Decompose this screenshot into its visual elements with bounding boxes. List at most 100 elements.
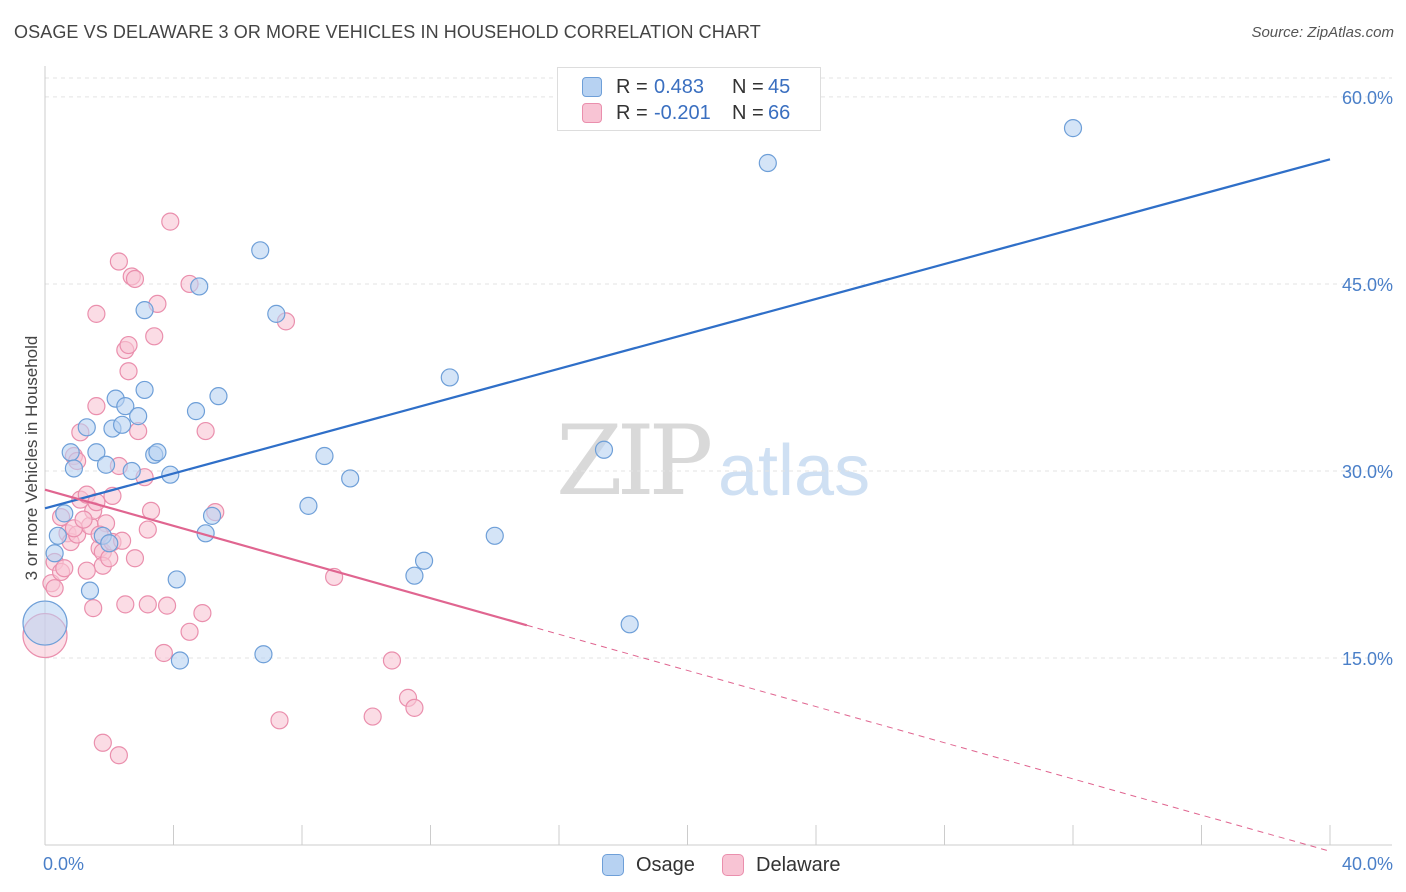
- osage-point: [116, 397, 135, 416]
- source-label: Source: ZipAtlas.com: [1251, 24, 1394, 41]
- delaware-n-label: N =: [732, 101, 764, 124]
- delaware-point: [109, 252, 128, 271]
- delaware-point: [55, 559, 74, 578]
- osage-point: [100, 534, 119, 553]
- osage-point: [64, 459, 84, 478]
- delaware-point: [116, 595, 135, 614]
- correlation-legend: R = 0.483 N = 45 R = -0.201 N = 66: [557, 67, 821, 131]
- osage-point: [758, 153, 777, 173]
- osage-point: [267, 304, 286, 323]
- delaware-point: [405, 698, 424, 717]
- watermark-zip: ZIP: [556, 405, 713, 517]
- osage-point: [129, 407, 148, 426]
- osage-point: [148, 443, 167, 462]
- osage-points: [22, 105, 1083, 670]
- osage-n-value: 45: [768, 75, 791, 98]
- osage-point: [440, 368, 459, 387]
- osage-point: [299, 496, 318, 515]
- osage-point: [170, 651, 190, 670]
- bottom-legend-osage: Osage: [602, 852, 695, 878]
- grid-lines: [45, 77, 1392, 659]
- osage-r-value: 0.483: [654, 75, 705, 98]
- y-tick-label: 45.0%: [1342, 275, 1393, 295]
- delaware-n-value: 66: [768, 101, 791, 124]
- delaware-point: [180, 622, 199, 641]
- legend-row-delaware: R = -0.201 N = 66: [582, 100, 790, 126]
- bottom-delaware-swatch: [722, 854, 744, 876]
- delaware-point: [87, 397, 106, 416]
- osage-point: [96, 455, 116, 474]
- x-tick-label-min: 0.0%: [43, 854, 84, 874]
- delaware-point: [125, 269, 145, 289]
- bottom-legend-delaware: Delaware: [722, 852, 840, 878]
- osage-point: [485, 526, 504, 545]
- osage-point: [186, 402, 206, 421]
- axis-labels: 15.0% 30.0% 45.0% 60.0% 0.0% 40.0% 3 or more V…: [22, 88, 1393, 874]
- delaware-point: [74, 510, 93, 529]
- osage-point: [77, 418, 96, 437]
- delaware-point: [125, 549, 145, 568]
- y-tick-label: 30.0%: [1342, 462, 1393, 482]
- y-tick-label: 15.0%: [1342, 649, 1393, 669]
- delaware-point: [119, 362, 138, 381]
- osage-point: [315, 446, 334, 466]
- osage-point: [122, 461, 141, 481]
- trend-lines: [44, 158, 1331, 852]
- axes: [44, 66, 1392, 846]
- osage-swatch: [582, 77, 602, 97]
- osage-trend-line: [44, 158, 1331, 510]
- delaware-point: [363, 707, 382, 726]
- y-tick-label: 60.0%: [1342, 88, 1393, 108]
- delaware-point: [109, 746, 128, 765]
- delaware-r-label: R =: [616, 101, 648, 124]
- delaware-point: [382, 651, 402, 670]
- y-axis-title: 3 or more Vehicles in Household: [22, 336, 41, 581]
- osage-point: [620, 615, 639, 634]
- delaware-point: [138, 520, 157, 539]
- x-tick-label-max: 40.0%: [1342, 854, 1393, 874]
- osage-point: [209, 387, 228, 406]
- delaware-point: [196, 421, 215, 441]
- delaware-trend-line: [44, 488, 528, 627]
- chart-title: OSAGE VS DELAWARE 3 OR MORE VEHICLES IN …: [14, 22, 761, 42]
- legend-row-osage: R = 0.483 N = 45: [582, 74, 790, 100]
- osage-point: [254, 645, 273, 664]
- delaware-point: [119, 335, 138, 355]
- delaware-point: [84, 599, 103, 618]
- osage-r-label: R =: [616, 75, 648, 98]
- osage-point: [405, 566, 424, 585]
- delaware-point: [138, 595, 157, 614]
- delaware-point: [154, 643, 173, 663]
- osage-point: [1063, 119, 1083, 138]
- bottom-osage-label: Osage: [636, 853, 695, 876]
- osage-point: [135, 301, 154, 320]
- osage-point: [45, 544, 64, 563]
- osage-point: [61, 443, 80, 462]
- delaware-point: [193, 603, 212, 623]
- delaware-trend-extension: [526, 624, 1331, 852]
- osage-point: [167, 570, 186, 589]
- osage-point: [202, 506, 222, 525]
- osage-point: [251, 241, 270, 260]
- osage-n-label: N =: [732, 75, 764, 98]
- osage-point: [112, 415, 132, 434]
- osage-point: [87, 443, 106, 462]
- delaware-points: [22, 212, 424, 765]
- osage-point: [190, 277, 209, 296]
- bottom-osage-swatch: [602, 854, 624, 876]
- bottom-delaware-label: Delaware: [756, 853, 841, 876]
- delaware-point: [157, 596, 177, 615]
- osage-point: [135, 380, 154, 400]
- osage-point: [55, 504, 74, 523]
- delaware-point: [93, 733, 112, 752]
- osage-point: [594, 440, 614, 459]
- osage-point: [80, 581, 100, 600]
- delaware-point: [45, 579, 64, 598]
- delaware-point: [161, 212, 180, 231]
- osage-point: [48, 526, 67, 545]
- delaware-point: [270, 711, 289, 730]
- delaware-point: [77, 561, 96, 580]
- osage-point: [341, 469, 360, 488]
- delaware-swatch: [582, 103, 602, 123]
